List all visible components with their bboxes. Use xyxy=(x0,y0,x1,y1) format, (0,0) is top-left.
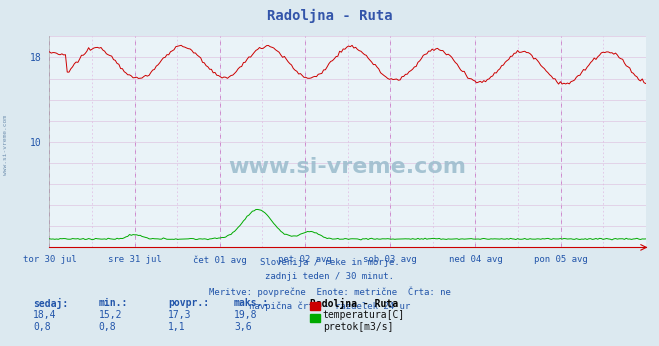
Text: maks.:: maks.: xyxy=(234,298,269,308)
Text: Meritve: povprečne  Enote: metrične  Črta: ne: Meritve: povprečne Enote: metrične Črta:… xyxy=(208,287,451,297)
Text: 19,8: 19,8 xyxy=(234,310,258,320)
Text: povpr.:: povpr.: xyxy=(168,298,209,308)
Text: Slovenija / reke in morje.: Slovenija / reke in morje. xyxy=(260,258,399,267)
Text: Radoljna - Ruta: Radoljna - Ruta xyxy=(267,9,392,23)
Text: Radoljna - Ruta: Radoljna - Ruta xyxy=(310,298,398,309)
Text: min.:: min.: xyxy=(99,298,129,308)
Text: pretok[m3/s]: pretok[m3/s] xyxy=(323,322,393,332)
Text: 1,1: 1,1 xyxy=(168,322,186,332)
Text: 18,4: 18,4 xyxy=(33,310,57,320)
Text: www.si-vreme.com: www.si-vreme.com xyxy=(3,115,8,175)
Text: temperatura[C]: temperatura[C] xyxy=(323,310,405,320)
Text: zadnji teden / 30 minut.: zadnji teden / 30 minut. xyxy=(265,272,394,281)
Text: 15,2: 15,2 xyxy=(99,310,123,320)
Text: 17,3: 17,3 xyxy=(168,310,192,320)
Text: 0,8: 0,8 xyxy=(33,322,51,332)
Text: 0,8: 0,8 xyxy=(99,322,117,332)
Text: 3,6: 3,6 xyxy=(234,322,252,332)
Text: sedaj:: sedaj: xyxy=(33,298,68,309)
Text: navpična črta - razdelek 24 ur: navpična črta - razdelek 24 ur xyxy=(249,301,410,311)
Text: www.si-vreme.com: www.si-vreme.com xyxy=(229,157,467,177)
